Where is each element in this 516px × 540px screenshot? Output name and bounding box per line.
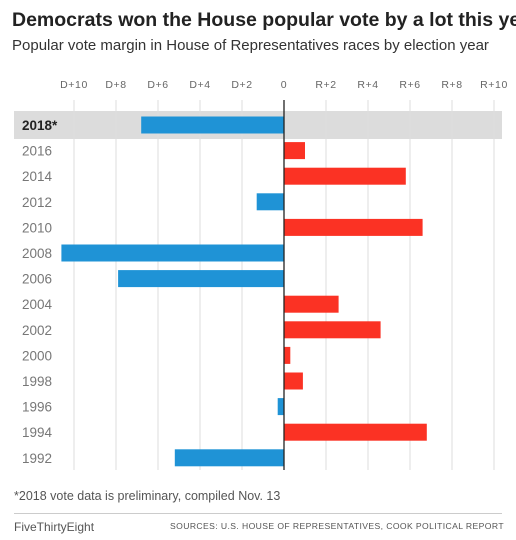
x-tick-label: R+10 (480, 79, 508, 91)
footnote: *2018 vote data is preliminary, compiled… (14, 489, 281, 503)
category-label: 2006 (22, 272, 52, 287)
x-tick-label: R+2 (315, 79, 336, 91)
bar (284, 372, 303, 390)
category-label: 1998 (22, 374, 52, 389)
bar (174, 449, 284, 467)
bar (141, 116, 284, 134)
bar (284, 167, 406, 185)
bar (256, 193, 284, 211)
bar (284, 321, 381, 339)
x-tick-label: 0 (281, 79, 287, 91)
bar (61, 244, 285, 262)
bar-chart: D+10 D+8 D+6 D+4 D+2 0 R+2 R+4 R+6 R+8 R+10 2018* 2… (14, 79, 508, 470)
category-label: 1996 (22, 400, 52, 415)
x-tick-label: D+2 (231, 79, 252, 91)
x-tick-label: D+10 (60, 79, 88, 91)
category-label: 2002 (22, 323, 52, 338)
bar (284, 423, 427, 441)
x-tick-label: D+6 (147, 79, 168, 91)
category-label: 2010 (22, 220, 52, 235)
source-note: SOURCES: U.S. HOUSE OF REPRESENTATIVES, … (170, 521, 504, 531)
category-label: 2016 (22, 144, 52, 159)
category-label: 1994 (22, 425, 53, 440)
bar (277, 398, 284, 416)
bar (118, 270, 284, 288)
category-label: 2012 (22, 195, 52, 210)
category-label: 2014 (22, 169, 53, 184)
category-label: 2004 (22, 297, 53, 312)
brand-label: FiveThirtyEight (14, 520, 95, 534)
chart-title: Democrats won the House popular vote by … (12, 9, 516, 31)
bar (284, 295, 339, 313)
chart-subtitle: Popular vote margin in House of Represen… (12, 37, 489, 54)
x-tick-label: R+8 (441, 79, 462, 91)
category-label: 2000 (22, 348, 52, 363)
category-label: 2008 (22, 246, 52, 261)
bar (284, 346, 291, 364)
category-label: 2018* (22, 118, 58, 133)
x-tick-label: R+4 (357, 79, 378, 91)
x-tick-label: D+8 (105, 79, 126, 91)
bar (284, 218, 423, 236)
x-tick-label: D+4 (189, 79, 210, 91)
footer-divider (14, 513, 502, 514)
bar (284, 142, 305, 160)
category-label: 1992 (22, 451, 52, 466)
x-tick-label: R+6 (399, 79, 420, 91)
